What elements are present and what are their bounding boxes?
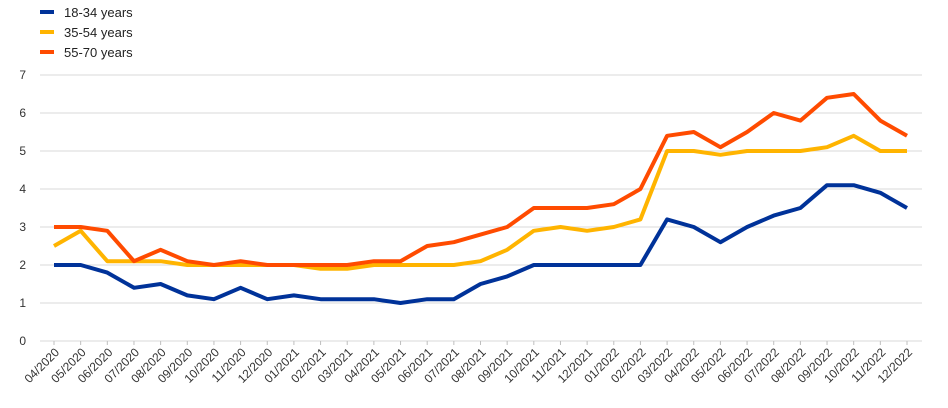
x-axis-ticks: 04/202005/202006/202007/202008/202009/20… — [22, 341, 915, 386]
y-tick-label: 2 — [19, 258, 26, 272]
y-tick-label: 0 — [19, 334, 26, 348]
y-tick-label: 1 — [19, 296, 26, 310]
series-line-1 — [54, 183, 908, 305]
legend-item: 18-34 years — [40, 2, 133, 22]
legend-label: 55-70 years — [64, 44, 133, 60]
y-tick-label: 4 — [19, 182, 26, 196]
y-tick-label: 6 — [19, 106, 26, 120]
legend-label: 18-34 years — [64, 4, 133, 20]
series-line-3 — [54, 92, 908, 267]
y-tick-label: 7 — [19, 68, 26, 82]
series-line-2 — [53, 133, 907, 271]
legend-item: 55-70 years — [40, 42, 133, 62]
legend-swatch — [40, 50, 54, 54]
legend: 18-34 years 35-54 years 55-70 years — [40, 2, 133, 62]
legend-label: 35-54 years — [64, 24, 133, 40]
gridlines — [40, 74, 922, 342]
legend-swatch — [40, 30, 54, 34]
legend-item: 35-54 years — [40, 22, 133, 42]
y-axis-ticks: 0 1 2 3 4 5 6 7 — [19, 68, 26, 348]
legend-swatch — [40, 10, 54, 14]
y-tick-label: 3 — [19, 220, 26, 234]
y-tick-label: 5 — [19, 144, 26, 158]
series-lines — [53, 92, 908, 305]
